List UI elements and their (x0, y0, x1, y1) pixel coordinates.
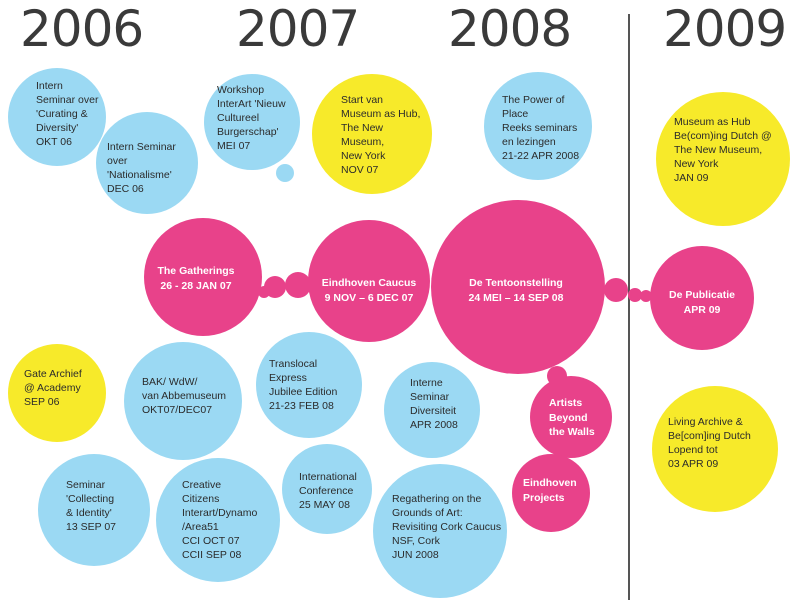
bubble-workshop-interart[interactable] (204, 74, 300, 170)
text-start-museum-hub: Start van Museum as Hub, The New Museum,… (341, 94, 421, 176)
text-bak-wdw: BAK/ WdW/ van Abbemuseum OKT07/DEC07 (142, 376, 227, 416)
year-2009: 2009 (663, 0, 787, 58)
connector-dot (285, 272, 311, 298)
text-regathering: Regathering on the Grounds of Art: Revis… (392, 493, 502, 561)
text-intern-seminar-curating: Intern Seminar over 'Curating & Diversit… (36, 80, 99, 148)
text-creative-citizens: Creative Citizens Interart/Dynamo /Area5… (182, 479, 258, 561)
text-museum-hub-becoming-dutch: Museum as Hub Be(com)ing Dutch @ The New… (674, 116, 772, 184)
text-workshop-interart: Workshop InterArt 'Nieuw Cultureel Burge… (217, 84, 286, 152)
bubble-gate-archief[interactable] (8, 344, 106, 442)
text-eindhoven-caucus: Eindhoven Caucus 9 NOV – 6 DEC 07 (321, 277, 417, 304)
text-intern-seminar-nationalisme: Intern Seminar over 'Nationalisme' DEC 0… (107, 141, 176, 195)
bubble-creative-citizens[interactable] (156, 458, 280, 582)
bubble-bak-wdw[interactable] (124, 342, 242, 460)
text-interne-seminar-diversiteit: Interne Seminar Diversiteit APR 2008 (410, 377, 458, 431)
connector-dot-blue (276, 164, 294, 182)
bubble-artists-beyond-walls[interactable] (530, 376, 612, 458)
text-living-archive: Living Archive & Be[com]ing Dutch Lopend… (668, 416, 751, 470)
bubble-seminar-collecting[interactable] (38, 454, 150, 566)
bubble-museum-hub-becoming-dutch[interactable] (656, 92, 790, 226)
text-gate-archief: Gate Archief @ Academy SEP 06 (24, 368, 82, 408)
text-translocal-express: Translocal Express Jubilee Edition 21-23… (269, 358, 338, 412)
bubble-interne-seminar-diversiteit[interactable] (384, 362, 480, 458)
bubble-international-conference[interactable] (282, 444, 372, 534)
bubble-eindhoven-projects[interactable] (512, 454, 590, 532)
text-power-of-place: The Power of Place Reeks seminars en lez… (502, 94, 580, 162)
connector-dot (604, 278, 628, 302)
year-2006: 2006 (20, 0, 144, 58)
bubble-regathering[interactable] (373, 464, 507, 598)
text-seminar-collecting: Seminar 'Collecting & Identity' 13 SEP 0… (66, 479, 117, 533)
bubble-translocal-express[interactable] (256, 332, 362, 438)
bubble-intern-seminar-nationalisme[interactable] (96, 112, 198, 214)
bubble-de-tentoonstelling[interactable] (431, 200, 605, 374)
text-eindhoven-projects: Eindhoven Projects (523, 477, 577, 504)
bubble-start-museum-hub[interactable] (312, 74, 432, 194)
text-de-tentoonstelling: De Tentoonstelling 24 MEI – 14 SEP 08 (468, 277, 564, 304)
timeline-divider (628, 14, 630, 600)
bubble-eindhoven-caucus[interactable] (308, 220, 430, 342)
connector-dot (640, 290, 652, 302)
bubble-intern-seminar-curating[interactable] (8, 68, 106, 166)
bubble-de-publicatie[interactable] (650, 246, 754, 350)
year-2007: 2007 (236, 0, 360, 58)
text-international-conference: International Conference 25 MAY 08 (299, 471, 357, 511)
connector-dot (628, 288, 642, 302)
connector-dot (264, 276, 286, 298)
text-the-gatherings: The Gatherings 26 - 28 JAN 07 (157, 265, 235, 292)
bubble-the-gatherings[interactable] (144, 218, 262, 336)
text-artists-beyond-walls: Artists Beyond the Walls (549, 397, 595, 439)
text-de-publicatie: De Publicatie APR 09 (669, 289, 735, 316)
bubble-living-archive[interactable] (652, 386, 778, 512)
bubble-power-of-place[interactable] (484, 72, 592, 180)
year-2008: 2008 (448, 0, 572, 58)
